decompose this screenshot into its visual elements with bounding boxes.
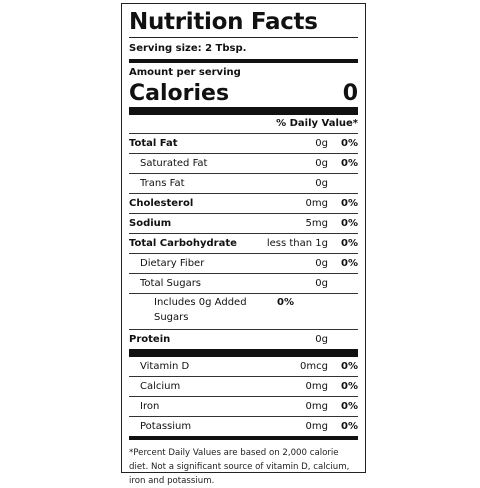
vitamin-dv: 0% <box>341 421 358 432</box>
nutrient-name: Total Carbohydrate <box>129 238 237 249</box>
vitamin-amount: 0mg <box>305 421 328 432</box>
vitamin-name: Calcium <box>140 381 181 392</box>
vitamin-amount: 0mg <box>305 381 328 392</box>
divider <box>129 436 358 440</box>
nutrient-row-protein: Protein 0g <box>129 329 358 349</box>
nutrient-name: Total Sugars <box>140 278 202 289</box>
nutrient-amount: 0g <box>315 178 328 189</box>
divider <box>129 349 358 357</box>
nutrient-dv: 0% <box>341 158 358 169</box>
calories-row: Calories 0 <box>129 80 358 107</box>
nutrient-row-added-sugars: Includes 0g Added Sugars 0% <box>129 293 358 329</box>
nutrient-name: Total Fat <box>129 138 178 149</box>
vitamin-dv: 0% <box>341 401 358 412</box>
nutrient-row-trans-fat: Trans Fat 0g <box>129 173 358 193</box>
divider <box>129 107 358 115</box>
nutrient-row-total-carbohydrate: Total Carbohydrate less than 1g 0% <box>129 233 358 253</box>
nutrient-name: Saturated Fat <box>140 158 208 169</box>
nutrient-dv: 0% <box>341 258 358 269</box>
nutrient-amount: 0g <box>315 258 328 269</box>
nutrient-row-total-sugars: Total Sugars 0g <box>129 273 358 293</box>
nutrient-amount: 0g <box>315 158 328 169</box>
footnote: *Percent Daily Values are based on 2,000… <box>129 448 350 486</box>
nutrient-name: Dietary Fiber <box>140 258 205 269</box>
nutrient-name: Cholesterol <box>129 198 194 209</box>
nutrient-row-total-fat: Total Fat 0g 0% <box>129 133 358 153</box>
nutrient-amount: 0g <box>315 334 328 345</box>
calories-label: Calories <box>129 81 230 106</box>
nutrient-name: Trans Fat <box>140 178 185 189</box>
nutrient-row-sodium: Sodium 5mg 0% <box>129 213 358 233</box>
label-title: Nutrition Facts <box>129 9 318 35</box>
daily-value-header: % Daily Value* <box>276 118 358 129</box>
vitamin-row-iron: Iron 0mg 0% <box>129 396 358 416</box>
vitamin-dv: 0% <box>341 381 358 392</box>
vitamin-name: Iron <box>140 401 160 412</box>
nutrient-dv: 0% <box>341 238 358 249</box>
nutrient-dv: 0% <box>277 297 294 308</box>
nutrient-amount: 5mg <box>305 218 328 229</box>
divider <box>129 59 358 63</box>
nutrient-amount: less than 1g <box>266 238 328 249</box>
nutrient-row-saturated-fat: Saturated Fat 0g 0% <box>129 153 358 173</box>
amount-per-serving: Amount per serving <box>129 67 241 78</box>
nutrition-facts-label: Nutrition Facts Serving size: 2 Tbsp. Am… <box>121 3 366 486</box>
vitamin-row-vitamin-d: Vitamin D 0mcg 0% <box>129 357 358 376</box>
vitamin-amount: 0mg <box>305 401 328 412</box>
serving-size: Serving size: 2 Tbsp. <box>129 43 247 54</box>
nutrient-dv: 0% <box>341 198 358 209</box>
vitamin-name: Potassium <box>140 421 192 432</box>
nutrient-amount: 0g <box>315 278 328 289</box>
vitamin-dv: 0% <box>341 361 358 372</box>
nutrient-row-cholesterol: Cholesterol 0mg 0% <box>129 193 358 213</box>
vitamin-row-potassium: Potassium 0mg 0% <box>129 416 358 436</box>
nutrient-name: Protein <box>129 334 171 345</box>
vitamin-row-calcium: Calcium 0mg 0% <box>129 376 358 396</box>
nutrient-dv: 0% <box>341 218 358 229</box>
nutrient-dv: 0% <box>341 138 358 149</box>
vitamin-amount: 0mcg <box>300 361 328 372</box>
nutrient-row-dietary-fiber: Dietary Fiber 0g 0% <box>129 253 358 273</box>
calories-value: 0 <box>342 81 358 106</box>
nutrient-amount: 0mg <box>305 198 328 209</box>
divider <box>129 37 358 38</box>
nutrient-name: Includes 0g Added Sugars <box>154 297 247 323</box>
vitamin-name: Vitamin D <box>140 361 190 372</box>
nutrient-amount: 0g <box>315 138 328 149</box>
nutrient-name: Sodium <box>129 218 172 229</box>
